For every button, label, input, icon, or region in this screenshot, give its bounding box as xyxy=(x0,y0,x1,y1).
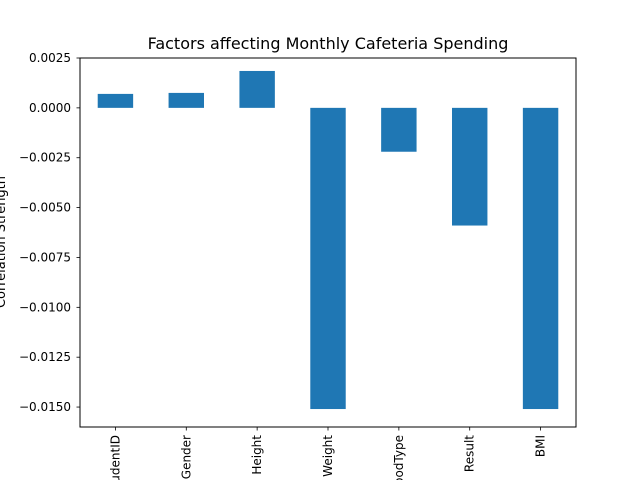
bar-bmi xyxy=(522,107,559,410)
x-tick-label-height: Height xyxy=(250,435,264,475)
y-tick-label: −0.0050 xyxy=(19,201,71,215)
bar-weight xyxy=(310,107,346,410)
y-tick-label: 0.0025 xyxy=(29,51,71,65)
y-tick-label: −0.0150 xyxy=(19,400,71,414)
y-tick-label: −0.0125 xyxy=(19,350,71,364)
bar-height xyxy=(239,70,275,108)
chart-title: Factors affecting Monthly Cafeteria Spen… xyxy=(148,34,509,53)
bar-studentid xyxy=(97,93,134,108)
x-tick-label-studentid: StudentID xyxy=(108,435,122,480)
x-tick-label-gender: Gender xyxy=(179,435,193,479)
y-axis-label: Correlation Strength xyxy=(0,176,9,308)
y-axis: 0.0025 0.0000 −0.0025 −0.0050 −0.0075 −0.0100… xyxy=(19,51,80,414)
bar-result xyxy=(452,107,488,226)
x-axis: StudentID Gender Height Weight BloodType Resu… xyxy=(108,427,548,480)
y-tick-label: −0.0075 xyxy=(19,250,71,264)
y-tick-label: −0.0025 xyxy=(19,151,71,165)
x-tick-label-bmi: BMI xyxy=(534,435,548,457)
bar-bloodtype xyxy=(381,107,417,152)
bar-gender xyxy=(168,92,204,108)
x-tick-label-bloodtype: BloodType xyxy=(392,435,406,480)
x-tick-label-weight: Weight xyxy=(321,435,335,477)
x-tick-label-result: Result xyxy=(463,435,477,472)
y-tick-label: −0.0100 xyxy=(19,300,71,314)
y-tick-label: 0.0000 xyxy=(29,101,71,115)
bars-group xyxy=(97,70,559,410)
